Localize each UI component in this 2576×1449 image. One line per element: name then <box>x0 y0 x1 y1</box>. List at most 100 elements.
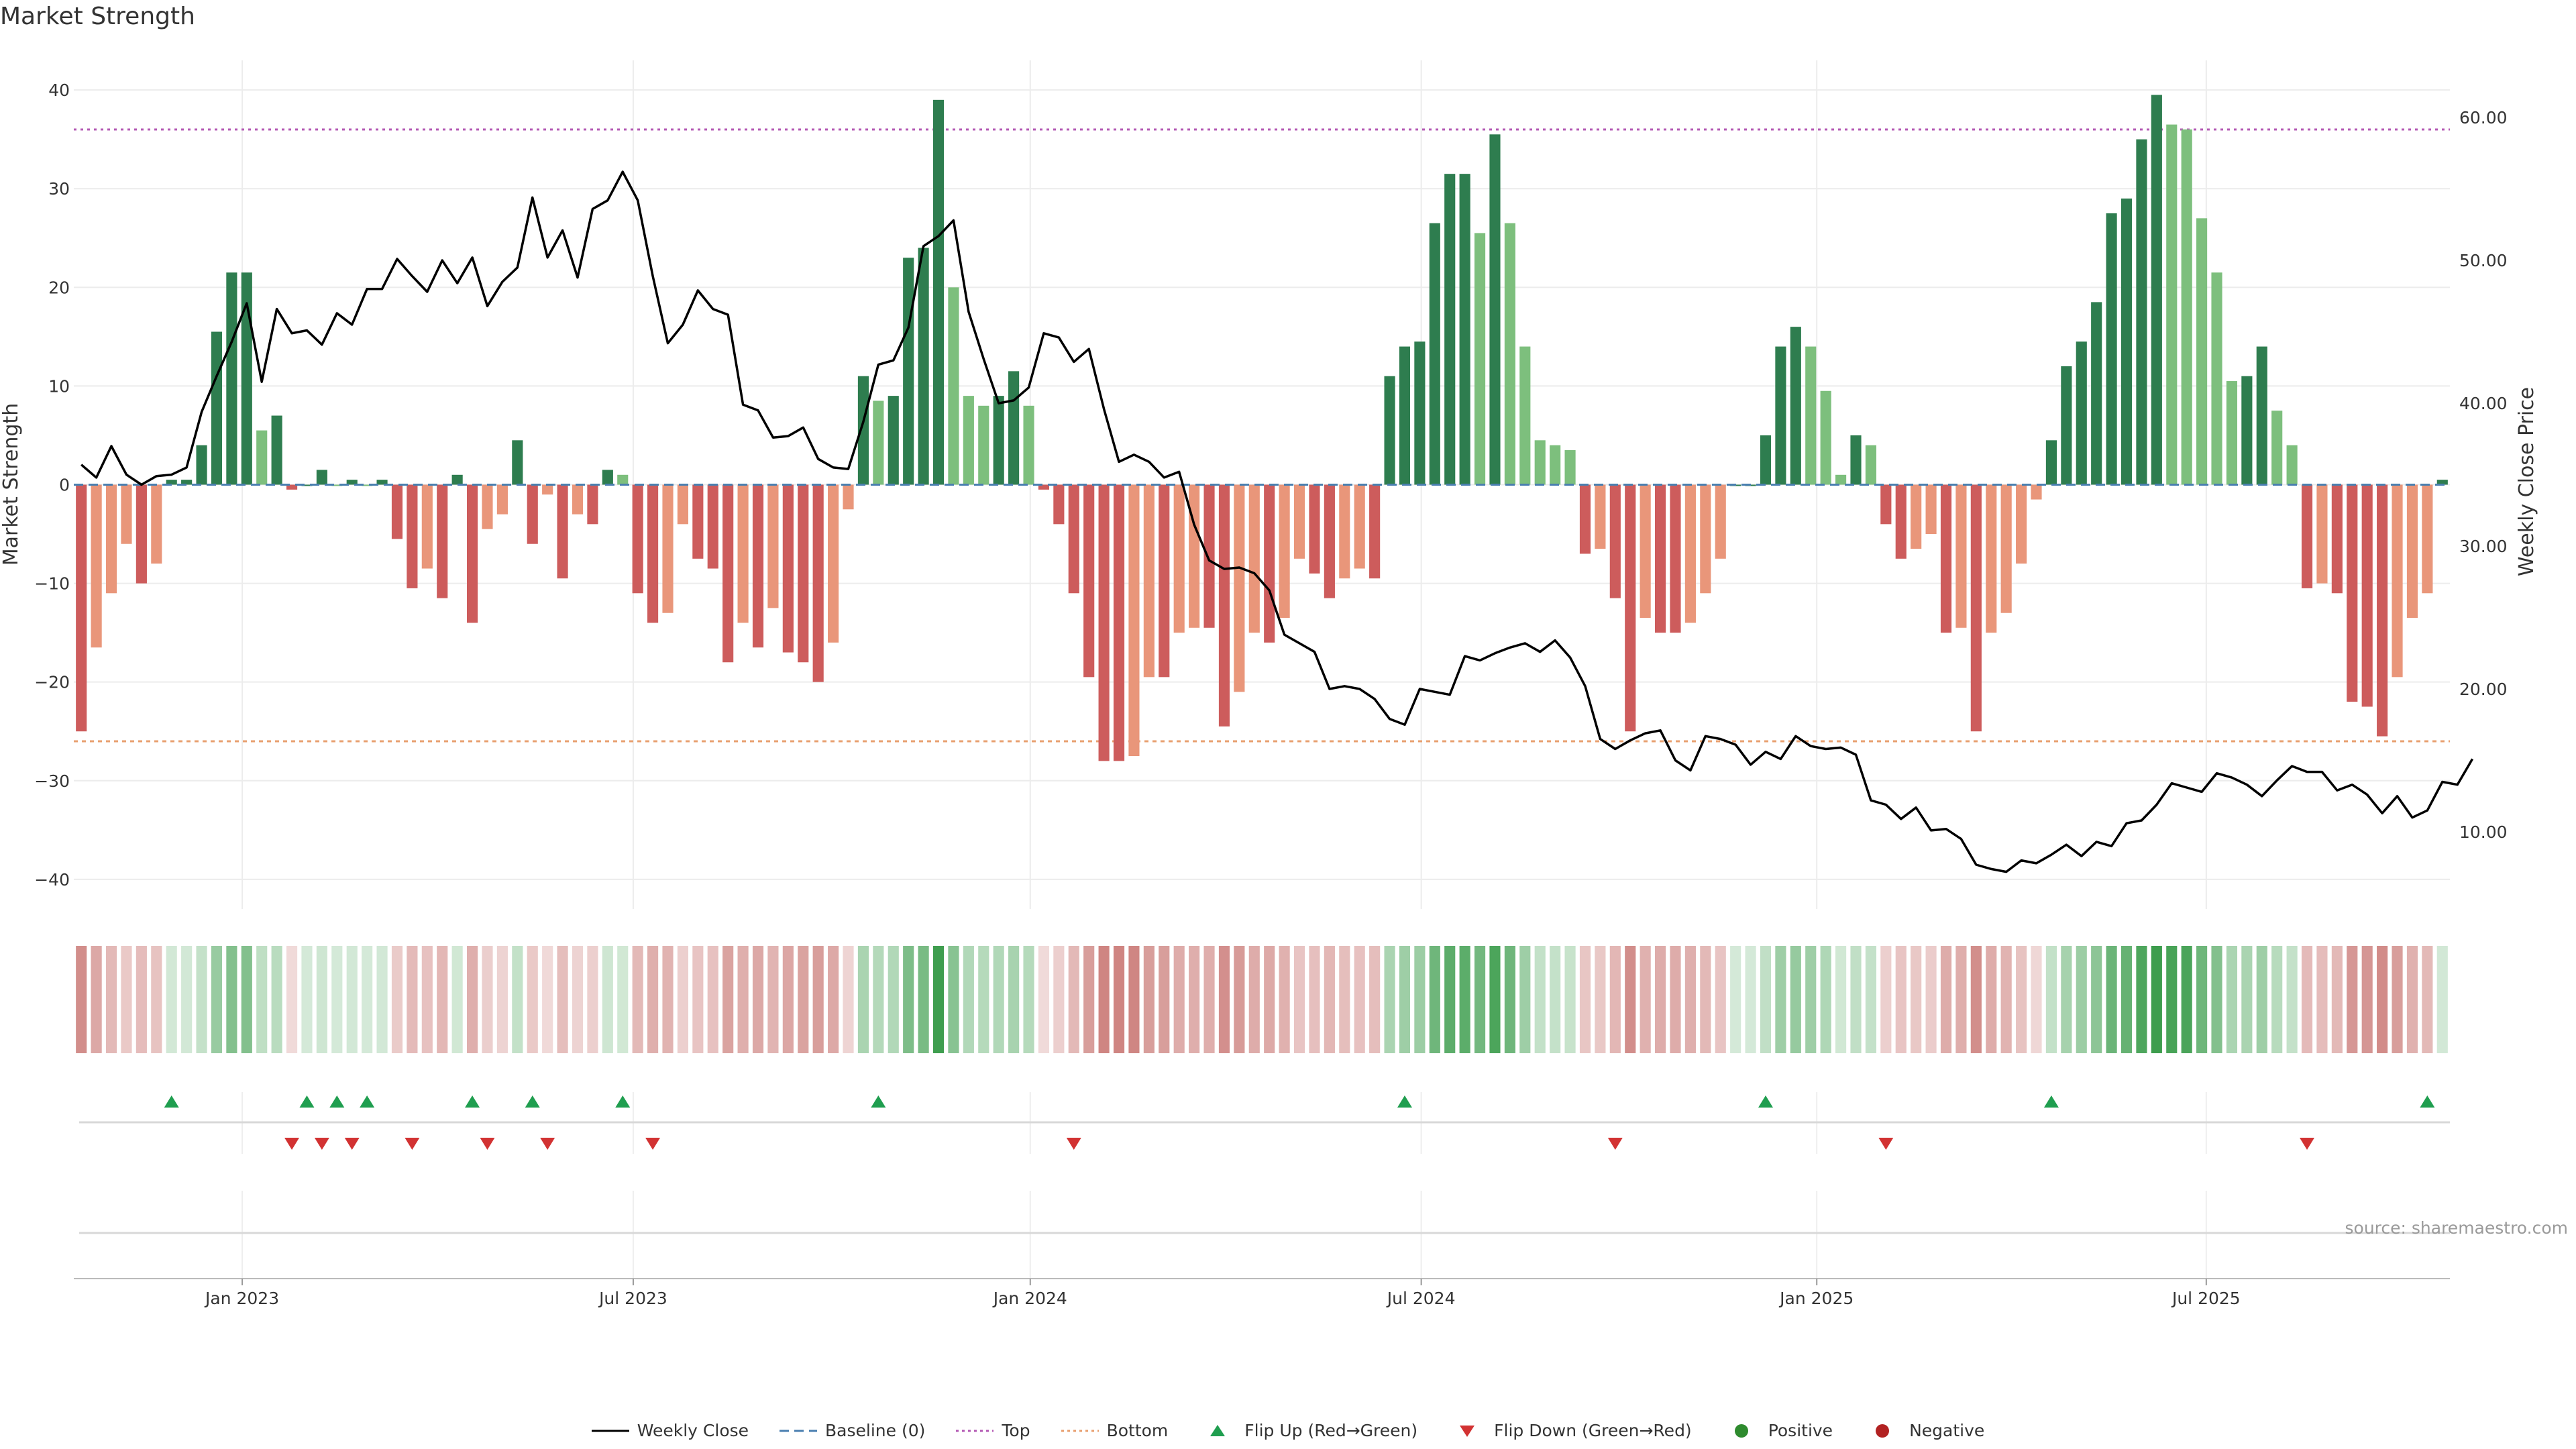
heat-cell <box>1564 946 1576 1053</box>
legend-item: Negative <box>1864 1421 1984 1440</box>
heat-cell <box>362 946 373 1053</box>
heat-cell <box>1609 946 1621 1053</box>
strength-bar <box>1309 484 1320 574</box>
strength-bar <box>828 484 839 643</box>
strength-bar <box>1955 484 1967 628</box>
heat-cell <box>918 946 929 1053</box>
heat-cell <box>1865 946 1876 1053</box>
heat-cell <box>2226 946 2238 1053</box>
heat-cell <box>91 946 102 1053</box>
flip-up-marker <box>164 1095 179 1108</box>
heat-cell <box>587 946 598 1053</box>
x-tick-label: Jan 2023 <box>204 1289 279 1308</box>
heat-cell <box>932 946 945 1053</box>
heat-cell <box>857 946 869 1053</box>
strength-bar <box>1700 484 1711 594</box>
strength-bar <box>752 484 764 648</box>
strength-bar <box>857 376 869 485</box>
legend-swatch <box>1734 1424 1748 1438</box>
heat-cell <box>798 946 809 1053</box>
strength-bar <box>1053 484 1065 525</box>
triangle-up-icon <box>1210 1424 1226 1436</box>
y-tick-label: 10 <box>48 376 70 396</box>
strength-bar <box>391 484 403 539</box>
strength-bar <box>2392 484 2403 678</box>
heat-cell <box>812 946 824 1053</box>
heat-cell <box>2061 946 2072 1053</box>
strength-bar <box>211 331 223 485</box>
legend-swatch <box>1210 1424 1226 1436</box>
heat-cell <box>1730 946 1741 1053</box>
heat-cell <box>2406 946 2418 1053</box>
flip-up-marker <box>615 1095 631 1108</box>
heat-cell <box>1474 946 1486 1053</box>
strength-bar <box>1654 484 1666 633</box>
heat-cell <box>737 946 749 1053</box>
strength-bar <box>2256 346 2267 485</box>
heat-cell <box>121 946 132 1053</box>
heat-cell <box>1850 946 1862 1053</box>
strength-bar <box>1339 484 1350 579</box>
heat-cell <box>1248 946 1260 1053</box>
heat-cell <box>1700 946 1711 1053</box>
strength-bar <box>737 484 749 623</box>
strength-bar <box>1474 233 1486 485</box>
heat-cell <box>1218 946 1230 1053</box>
heat-cell <box>271 946 282 1053</box>
heat-cell <box>602 946 613 1053</box>
y2-tick-label: 40.00 <box>2459 394 2508 413</box>
flip-up-marker <box>871 1095 886 1108</box>
x-tick-label: Jul 2024 <box>1386 1289 1456 1308</box>
source-note: source: sharemaestro.com <box>2345 1218 2569 1238</box>
strength-bar <box>1369 484 1381 579</box>
flip-up-marker <box>360 1095 375 1108</box>
heat-cell <box>2436 946 2448 1053</box>
strength-bar <box>421 484 433 569</box>
strength-bar <box>1805 346 1817 485</box>
heat-cell <box>1053 946 1065 1053</box>
strength-bar <box>1234 484 1245 692</box>
flip-down-marker <box>1066 1138 1081 1150</box>
strength-bar <box>451 474 463 485</box>
heat-cell <box>286 946 298 1053</box>
strength-bar <box>1595 484 1606 549</box>
y2-tick-label: 50.00 <box>2459 251 2508 270</box>
heat-cell <box>1459 946 1470 1053</box>
strength-bar <box>1429 223 1440 485</box>
strength-bar <box>557 484 568 579</box>
flip-up-marker <box>299 1095 315 1108</box>
strength-bar <box>918 248 929 485</box>
heat-cell <box>1684 946 1696 1053</box>
heat-cell <box>527 946 538 1053</box>
heat-cell <box>2271 946 2283 1053</box>
heat-cell <box>692 946 704 1053</box>
strength-bar <box>722 484 734 663</box>
legend-swatch <box>1061 1430 1099 1432</box>
flip-up-marker <box>525 1095 540 1108</box>
strength-bar <box>196 445 207 485</box>
strength-bar <box>346 480 358 485</box>
heat-cell <box>376 946 388 1053</box>
strength-bar <box>2331 484 2343 594</box>
strength-bar <box>1159 484 1170 678</box>
flip-down-marker <box>314 1138 329 1150</box>
strength-bar <box>2151 95 2162 485</box>
heat-cell <box>2166 946 2178 1053</box>
flip-up-marker <box>2043 1095 2059 1108</box>
heat-cell <box>421 946 433 1053</box>
legend-label: Negative <box>1909 1421 1985 1440</box>
strength-bar <box>1715 484 1726 559</box>
heat-cell <box>782 946 794 1053</box>
heat-cell <box>2241 946 2253 1053</box>
heat-cell <box>151 946 162 1053</box>
heat-cell <box>2031 946 2042 1053</box>
strength-bar <box>692 484 704 559</box>
strength-bar <box>2226 381 2238 485</box>
strength-bar <box>226 272 237 485</box>
strength-bar <box>617 474 629 485</box>
y-axis-left: 40 30 20 10 0 −10 −20 −30 −40 <box>34 80 70 890</box>
legend-label: Flip Down (Green→Red) <box>1494 1421 1692 1440</box>
strength-bar <box>136 484 147 584</box>
heat-cell <box>1444 946 1456 1053</box>
